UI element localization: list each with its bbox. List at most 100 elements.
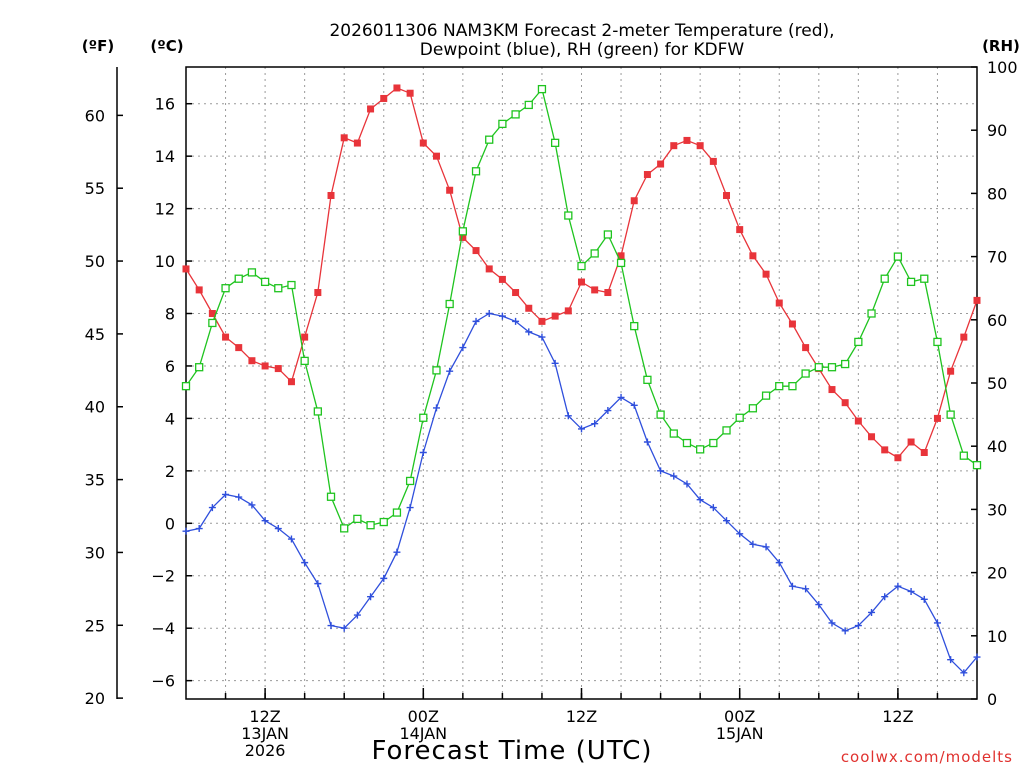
dewpoint-point — [512, 317, 520, 325]
celsius-tick-label: 0 — [165, 514, 175, 533]
fahrenheit-tick-label: 35 — [85, 471, 105, 490]
temperature-point — [762, 270, 770, 278]
rh-tick-label: 90 — [987, 121, 1007, 140]
rh-point — [920, 274, 929, 283]
temperature-point — [907, 438, 915, 446]
celsius-tick-label: −6 — [151, 672, 175, 691]
rh-point — [841, 359, 850, 369]
celsius-tick-label: 12 — [155, 200, 175, 219]
rh-point — [630, 321, 639, 331]
dewpoint-point — [406, 504, 414, 512]
temperature-point — [248, 357, 256, 365]
rh-point — [959, 451, 968, 460]
rh-point — [208, 318, 217, 328]
rh-point — [471, 167, 481, 176]
rh-point — [221, 284, 230, 293]
rh-point — [340, 524, 349, 533]
rh-point — [775, 382, 784, 391]
dewpoint-point — [248, 501, 256, 509]
rh-point — [564, 211, 573, 220]
rh-point — [274, 284, 283, 293]
dewpoint-point — [353, 611, 361, 619]
dewpoint-point — [881, 593, 889, 601]
axes: 20 25 30 35 40 45 50 55 60 −6 −4 −2 0 2 4 6 8 10 12 14 16 0 10… — [85, 58, 1018, 760]
temperature-point — [301, 333, 309, 341]
rh-point — [577, 261, 586, 271]
rh-tick-label: 80 — [987, 184, 1007, 203]
dewpoint-point — [933, 619, 941, 627]
dewpoint-point — [907, 587, 915, 595]
dewpoint-point — [485, 310, 493, 318]
rh-point — [550, 138, 560, 147]
temperature-point — [828, 386, 836, 394]
temperature-point — [498, 275, 506, 283]
rh-point — [445, 299, 454, 309]
temperature-point — [749, 252, 757, 260]
x-axis-label: Forecast Time (UTC) — [371, 736, 652, 766]
dewpoint-point — [828, 619, 836, 627]
temperature-point — [446, 186, 454, 194]
celsius-tick-label: 14 — [155, 147, 175, 166]
celsius-tick-label: −4 — [151, 619, 175, 638]
plot-frame — [185, 66, 978, 700]
rh-tick-label: 60 — [987, 311, 1007, 330]
dewpoint-point — [551, 359, 559, 367]
dewpoint-point — [538, 333, 546, 341]
grid-lines — [186, 67, 977, 699]
rh-point — [656, 410, 665, 419]
fahrenheit-tick-label: 30 — [85, 543, 105, 562]
rh-point — [722, 426, 731, 435]
dewpoint-point — [301, 559, 309, 567]
rh-point — [880, 274, 889, 283]
temperature-point — [472, 247, 480, 255]
rh-point — [511, 110, 520, 119]
temperature-point — [195, 286, 203, 294]
rh-point — [405, 476, 415, 486]
dewpoint-point — [815, 601, 823, 609]
temperature-point — [406, 89, 414, 97]
temperature-point — [933, 414, 941, 422]
temperature-point — [340, 134, 348, 142]
temperature-point — [538, 317, 546, 325]
dewpoint-point — [630, 401, 638, 409]
rh-point — [748, 404, 758, 413]
rh-point — [432, 366, 441, 375]
dewpoint-point — [235, 493, 243, 501]
rh-tick-label: 40 — [987, 437, 1007, 456]
temperature-point — [525, 304, 533, 312]
fahrenheit-unit-label: (ºF) — [82, 37, 114, 55]
rh-point — [366, 521, 375, 530]
temperature-point — [696, 142, 704, 150]
data-series — [181, 84, 982, 677]
dewpoint-point — [723, 517, 731, 525]
rh-point — [419, 413, 428, 422]
dewpoint-point — [208, 504, 216, 512]
series-dewpoint — [182, 310, 981, 677]
dewpoint-point — [868, 608, 876, 616]
dewpoint-point — [854, 622, 862, 630]
temperature-point — [327, 191, 335, 199]
dewpoint-point — [498, 312, 506, 320]
dewpoint-point — [195, 525, 203, 533]
x-tick-label: 2026 — [245, 741, 286, 760]
rh-point — [709, 438, 718, 448]
dewpoint-point — [670, 472, 678, 480]
rh-point — [682, 438, 692, 448]
temperature-point — [854, 417, 862, 425]
temperature-point — [920, 448, 928, 456]
celsius-tick-label: −2 — [151, 567, 175, 586]
dewpoint-point — [591, 420, 599, 428]
temperature-point — [657, 160, 665, 168]
rh-point — [643, 375, 652, 384]
rh-point — [906, 277, 916, 287]
dewpoint-point — [617, 393, 625, 401]
temperature-point — [788, 320, 796, 328]
dewpoint-point — [287, 535, 295, 543]
rh-tick-label: 20 — [987, 564, 1007, 583]
chart-title-line2: Dewpoint (blue), RH (green) for KDFW — [420, 40, 745, 60]
rh-point — [933, 337, 942, 347]
temperature-point — [578, 278, 585, 286]
temperature-point — [564, 307, 572, 315]
rh-point — [260, 277, 270, 287]
dewpoint-point — [762, 543, 770, 551]
